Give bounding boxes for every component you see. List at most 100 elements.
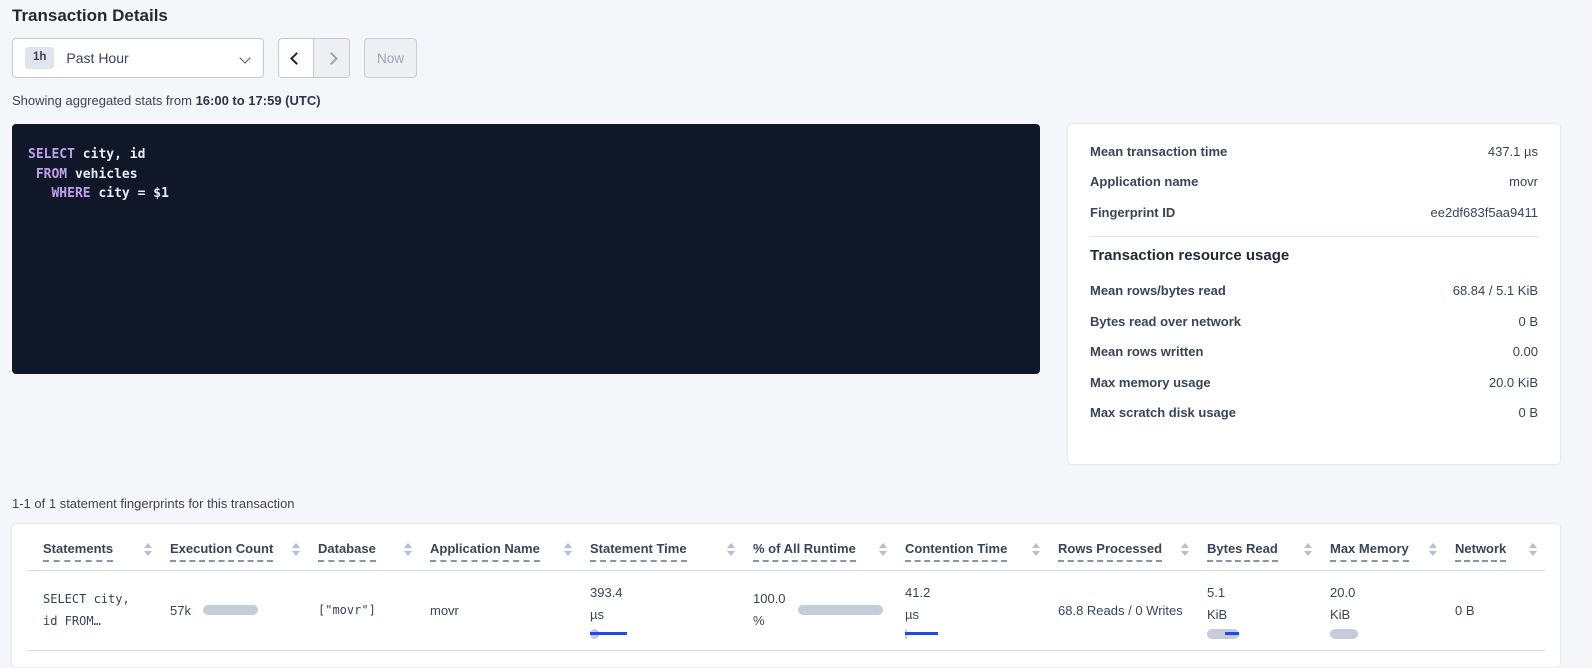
transaction-summary-card: Mean transaction time 437.1 µs Applicati… — [1068, 124, 1560, 464]
summary-label: Max memory usage — [1090, 374, 1211, 390]
time-range-label: Past Hour — [66, 50, 129, 66]
database-value: ["movr"] — [318, 603, 376, 617]
sort-icon[interactable] — [1529, 542, 1537, 556]
statement-time-cell: 393.4 µs — [580, 570, 743, 650]
summary-value: ee2df683f5aa9411 — [1430, 204, 1538, 220]
chevron-down-icon — [241, 53, 251, 63]
summary-label: Mean transaction time — [1090, 143, 1228, 159]
transaction-sql-box: SELECT city, id FROM vehicles WHERE city… — [12, 124, 1040, 374]
column-header-statement-time[interactable]: Statement Time — [580, 524, 743, 570]
column-header-execution-count[interactable]: Execution Count — [160, 524, 308, 570]
summary-label: Mean rows written — [1090, 344, 1204, 360]
resource-usage-title: Transaction resource usage — [1090, 246, 1290, 264]
sort-icon[interactable] — [144, 542, 152, 556]
main-content: SELECT city, id FROM vehicles WHERE city… — [12, 124, 1560, 464]
column-label[interactable]: Application Name — [430, 541, 540, 562]
summary-value: movr — [1509, 174, 1538, 190]
summary-label: Max scratch disk usage — [1090, 405, 1236, 421]
statement-cell[interactable]: SELECT city, id FROM… — [27, 570, 160, 650]
application-name-cell: movr — [420, 570, 580, 650]
summary-row: Bytes read over network 0 B — [1090, 306, 1538, 337]
column-header-network[interactable]: Network — [1445, 524, 1545, 570]
column-header-bytes-read[interactable]: Bytes Read — [1197, 524, 1320, 570]
max-memory-cell: 20.0 KiB — [1320, 570, 1445, 650]
network-value: 0 B — [1455, 602, 1475, 618]
time-nav-group — [278, 38, 350, 78]
summary-label: Fingerprint ID — [1090, 204, 1176, 220]
chevron-left-icon — [289, 51, 303, 65]
network-cell: 0 B — [1445, 570, 1545, 650]
next-time-button[interactable] — [314, 39, 349, 77]
column-header-contention-time[interactable]: Contention Time — [895, 524, 1048, 570]
sql-indent — [28, 186, 51, 201]
statement-row: SELECT city, id FROM… 57k ["movr"] movr — [27, 570, 1545, 650]
bytes-read-cell: 5.1 KiB — [1197, 570, 1320, 650]
sort-icon[interactable] — [879, 542, 887, 556]
sql-line: FROM vehicles — [28, 165, 1024, 185]
sql-keyword: SELECT — [28, 147, 75, 162]
statement-time-value: 393.4 — [590, 584, 623, 600]
pct-runtime-value: 100.0 — [753, 591, 786, 606]
sql-text: city, id — [74, 147, 146, 162]
summary-row: Mean rows written 0.00 — [1090, 337, 1538, 368]
statement-line: SELECT city, — [43, 592, 130, 606]
summary-row: Max scratch disk usage 0 B — [1090, 398, 1538, 429]
summary-value: 20.0 KiB — [1488, 374, 1538, 390]
time-range-badge: 1h — [25, 47, 55, 69]
statements-table: Statements Execution Count Database Appl… — [27, 524, 1545, 651]
column-header-statements[interactable]: Statements — [27, 524, 160, 570]
database-cell: ["movr"] — [308, 570, 420, 650]
column-label[interactable]: Database — [318, 541, 376, 562]
column-header-database[interactable]: Database — [308, 524, 420, 570]
column-label[interactable]: Execution Count — [170, 541, 274, 562]
sort-icon[interactable] — [1429, 542, 1437, 556]
sort-icon[interactable] — [727, 542, 735, 556]
bytes-read-bar — [1207, 628, 1247, 639]
pct-runtime-bar — [797, 605, 883, 615]
summary-label: Bytes read over network — [1090, 313, 1242, 329]
statements-table-card: Statements Execution Count Database Appl… — [12, 524, 1560, 667]
summary-row: Mean transaction time 437.1 µs — [1090, 136, 1538, 167]
prev-time-button[interactable] — [279, 39, 314, 77]
column-header-pct-runtime[interactable]: % of All Runtime — [743, 524, 895, 570]
contention-time-cell: 41.2 µs — [895, 570, 1048, 650]
sql-keyword: FROM — [35, 166, 68, 182]
sort-icon[interactable] — [404, 542, 412, 556]
column-header-application-name[interactable]: Application Name — [420, 524, 580, 570]
sort-icon[interactable] — [1304, 542, 1312, 556]
summary-divider — [1090, 235, 1538, 237]
column-header-max-memory[interactable]: Max Memory — [1320, 524, 1445, 570]
sort-icon[interactable] — [564, 542, 572, 556]
column-label[interactable]: Network — [1455, 541, 1507, 562]
column-label[interactable]: Max Memory — [1330, 541, 1409, 562]
sort-icon[interactable] — [1181, 542, 1189, 556]
statement-fingerprint-link[interactable]: SELECT city, id FROM… — [43, 588, 160, 632]
sort-icon[interactable] — [292, 542, 300, 556]
column-label[interactable]: Rows Processed — [1058, 541, 1163, 562]
summary-row: Application name movr — [1090, 167, 1538, 198]
sql-line: WHERE city = $1 — [28, 184, 1024, 204]
column-label[interactable]: Bytes Read — [1207, 541, 1278, 562]
now-button[interactable]: Now — [364, 38, 418, 78]
column-label[interactable]: % of All Runtime — [753, 541, 856, 562]
statement-line: id FROM… — [43, 614, 101, 628]
column-label[interactable]: Contention Time — [905, 541, 1008, 562]
column-header-rows-processed[interactable]: Rows Processed — [1048, 524, 1197, 570]
aggregated-stats-prefix: Showing aggregated stats from — [12, 93, 196, 108]
time-range-select[interactable]: 1h Past Hour — [12, 38, 264, 78]
bytes-read-unit: KiB — [1207, 606, 1228, 622]
summary-label: Mean rows/bytes read — [1090, 283, 1226, 299]
execution-count-value: 57k — [170, 602, 191, 618]
column-label[interactable]: Statement Time — [590, 541, 687, 562]
pct-runtime-cell: 100.0 % — [743, 570, 895, 650]
execution-count-cell: 57k — [160, 570, 308, 650]
max-memory-value: 20.0 — [1330, 584, 1356, 600]
summary-value: 68.84 / 5.1 KiB — [1452, 283, 1538, 299]
sort-icon[interactable] — [1032, 542, 1040, 556]
sql-text: vehicles — [67, 166, 138, 182]
rows-processed-cell: 68.8 Reads / 0 Writes — [1048, 570, 1197, 650]
execution-count-bar — [202, 605, 258, 615]
summary-value: 0.00 — [1512, 344, 1538, 360]
column-label[interactable]: Statements — [43, 541, 114, 562]
